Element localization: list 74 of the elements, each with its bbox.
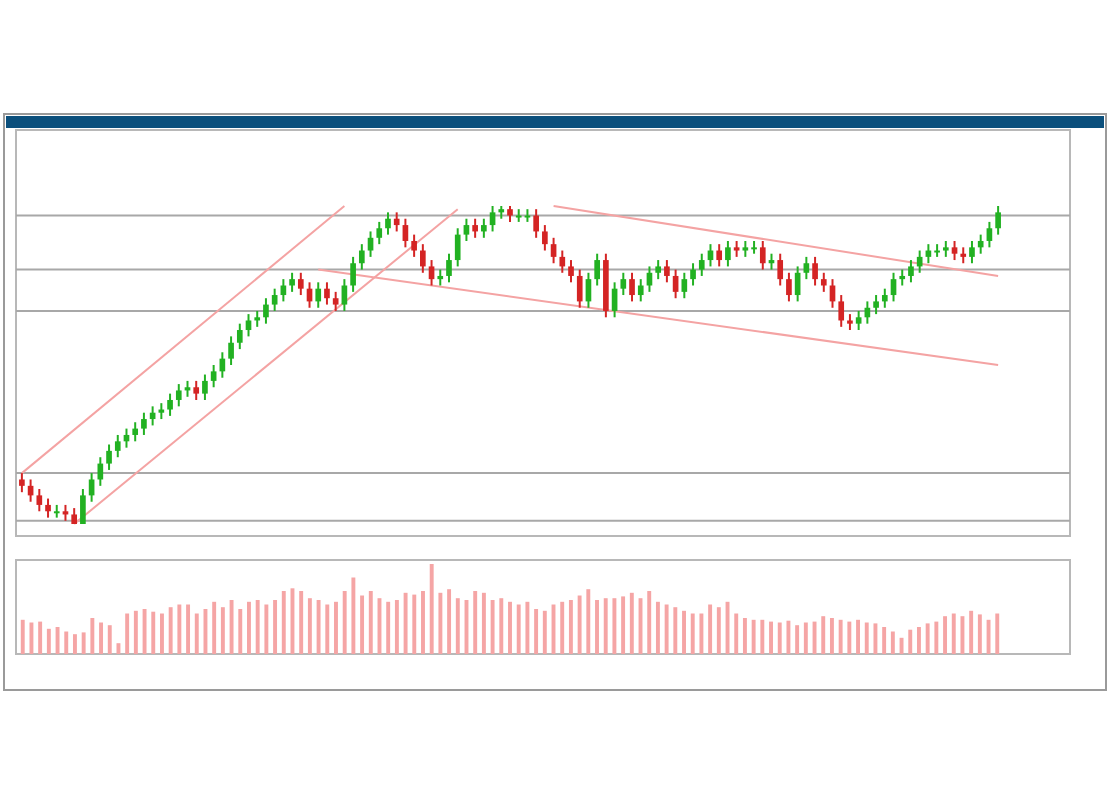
candlestick <box>193 379 200 401</box>
candlestick <box>463 217 470 242</box>
candlestick <box>820 271 827 293</box>
candlestick <box>420 243 426 274</box>
candlestick <box>725 239 731 268</box>
candlestick <box>777 252 784 287</box>
candlestick <box>324 281 330 306</box>
candlestick <box>655 259 662 281</box>
candlestick <box>367 230 374 258</box>
candlestick <box>881 287 888 309</box>
candlestick <box>916 249 923 274</box>
candlestick <box>646 265 653 293</box>
candlestick <box>629 271 635 303</box>
candlestick <box>411 233 417 258</box>
candlestick <box>132 421 139 443</box>
candlestick <box>263 297 269 325</box>
candlestick <box>454 227 461 268</box>
candlestick <box>385 211 391 236</box>
candlestick <box>568 259 574 284</box>
candlestick <box>594 252 600 287</box>
candlestick <box>97 456 104 487</box>
candlestick <box>106 443 112 471</box>
candlestick <box>969 239 975 265</box>
candlestick <box>315 281 322 309</box>
candlestick <box>620 271 627 297</box>
candlestick <box>542 224 548 252</box>
candlestick <box>481 217 487 239</box>
candlestick <box>80 488 86 525</box>
candlestick <box>786 271 792 303</box>
candlestick <box>698 252 705 277</box>
candlestick <box>428 259 435 287</box>
candlestick <box>297 271 304 297</box>
candlestick <box>472 217 478 239</box>
candlestick <box>855 309 862 332</box>
candlestick <box>289 271 295 293</box>
candlestick <box>986 220 993 249</box>
candlestick <box>393 211 400 233</box>
candlestick <box>637 278 644 303</box>
candlestick <box>716 243 723 268</box>
candlestick <box>690 262 696 287</box>
candlestick <box>803 255 810 281</box>
candlestick <box>533 208 539 239</box>
candlestick <box>759 239 766 271</box>
candlestick <box>167 392 173 417</box>
candlestick <box>358 243 365 271</box>
candlestick <box>141 411 147 436</box>
candlestick <box>45 497 51 519</box>
candlestick <box>271 287 278 312</box>
candlestick <box>681 271 688 300</box>
candlestick <box>664 259 670 284</box>
candlestick <box>332 290 339 312</box>
candlestick <box>210 364 217 389</box>
candlestick <box>175 383 182 408</box>
candlestick <box>873 294 879 316</box>
candlestick <box>446 252 452 284</box>
candlestick <box>838 294 845 328</box>
candlestick <box>19 472 25 494</box>
candlestick <box>977 233 984 255</box>
candlestick <box>202 373 208 401</box>
candlestick <box>228 335 234 366</box>
candlestick <box>245 313 252 338</box>
candlestick <box>951 239 958 262</box>
candlestick <box>489 205 496 233</box>
candlestick <box>36 488 43 513</box>
candlestick <box>550 236 557 265</box>
candlestick <box>114 433 121 459</box>
candlestick <box>350 255 356 293</box>
candlestick <box>236 322 243 351</box>
candlestick <box>908 259 914 284</box>
candlestick <box>576 268 583 309</box>
candlestick <box>376 220 383 246</box>
candlestick <box>995 205 1001 236</box>
candlestick <box>559 249 566 274</box>
candlestick <box>812 255 818 287</box>
